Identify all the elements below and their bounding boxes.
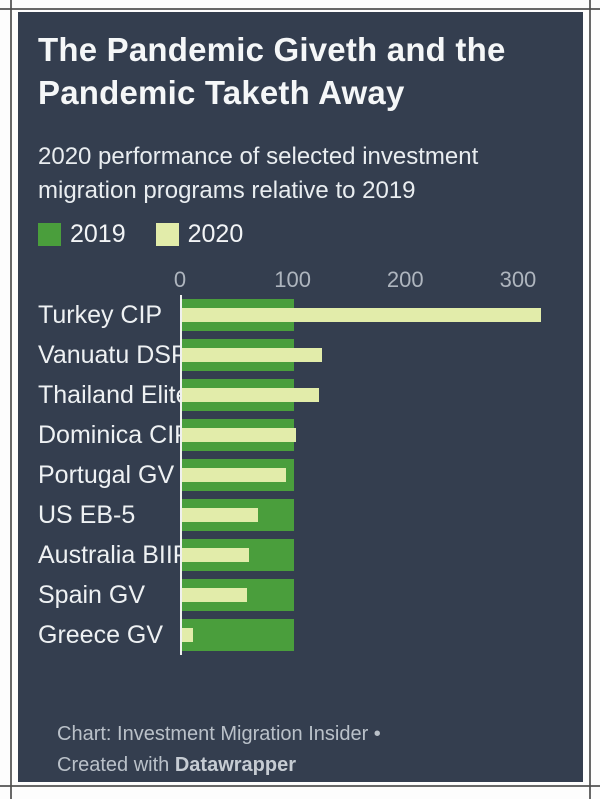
chart-title: The Pandemic Giveth and the Pandemic Tak…: [38, 31, 506, 111]
category-label: US EB-5: [38, 500, 136, 529]
legend-label-2020: 2020: [187, 220, 244, 248]
x-axis: 0 100 200 300: [174, 267, 563, 293]
legend-label-2019: 2019: [70, 220, 126, 248]
bar-row-portugal-gv: Portugal GV: [38, 455, 563, 495]
bar-2019: [182, 619, 295, 651]
row-plot: [180, 415, 563, 455]
bar-2020: [182, 348, 323, 362]
bar-row-thailand-elite: Thailand Elite: [38, 375, 563, 415]
x-axis-tick-300: 300: [499, 267, 537, 292]
frame-crop-line-left: [10, 0, 12, 799]
legend-swatch-2020: [155, 223, 179, 246]
chart-legend: 2019 2020: [38, 220, 563, 249]
x-axis-tick-0: 0: [173, 267, 187, 292]
category-label: Portugal GV: [38, 460, 175, 489]
frame-crop-line-bottom: [0, 785, 600, 787]
bar-row-greece-gv: Greece GV: [38, 615, 563, 655]
bar-2020: [182, 308, 541, 322]
category-label: Turkey CIP: [38, 300, 163, 329]
x-axis-tick-100: 100: [274, 267, 311, 292]
frame-crop-line-top: [0, 8, 600, 10]
footer-credit-prefix: Created with: [57, 754, 175, 776]
bar-2020: [182, 468, 287, 482]
category-label: Vanuatu DSP: [38, 340, 188, 369]
bar-row-dominica-cip: Dominica CIP: [38, 415, 563, 455]
legend-item-2019: 2019: [38, 220, 126, 249]
row-plot: [180, 615, 563, 655]
legend-item-2020: 2020: [155, 220, 244, 249]
frame-crop-line-right: [589, 0, 591, 799]
legend-swatch-2019: [38, 223, 61, 246]
row-plot: [180, 575, 563, 615]
bar-rows: Turkey CIP Vanuatu DSP Thailand Elite Do…: [38, 295, 563, 655]
bar-row-vanuatu-dsp: Vanuatu DSP: [38, 335, 563, 375]
category-label: Australia BIIP: [38, 540, 190, 569]
bar-row-us-eb5: US EB-5: [38, 495, 563, 535]
chart-subtitle: 2020 performance of selected investment …: [38, 143, 479, 204]
chart-card: The Pandemic Giveth and the Pandemic Tak…: [18, 12, 583, 782]
bar-row-australia-biip: Australia BIIP: [38, 535, 563, 575]
bar-row-spain-gv: Spain GV: [38, 575, 563, 615]
footer-attribution: Chart: Investment Migration Insider •: [57, 723, 381, 745]
bar-2020: [182, 388, 319, 402]
row-plot: [180, 455, 563, 495]
category-label: Spain GV: [38, 580, 146, 609]
row-plot: [180, 335, 563, 375]
bar-2020: [182, 548, 250, 562]
category-label: Thailand Elite: [38, 380, 190, 409]
x-axis-tick-200: 200: [386, 267, 424, 292]
category-label: Greece GV: [38, 620, 164, 649]
category-label: Dominica CIP: [38, 420, 191, 449]
row-plot: [180, 375, 563, 415]
bar-2020: [182, 588, 247, 602]
bar-2020: [182, 508, 259, 522]
chart-footer: Chart: Investment Migration Insider • Cr…: [57, 719, 563, 781]
bar-row-turkey-cip: Turkey CIP: [38, 295, 563, 335]
row-plot: [180, 535, 563, 575]
bar-2020: [182, 428, 297, 442]
row-plot: [180, 495, 563, 535]
footer-brand: Datawrapper: [174, 754, 296, 776]
row-plot: [180, 295, 563, 335]
footer-credit: Created with Datawrapper: [57, 750, 563, 781]
bar-2020: [182, 628, 194, 642]
